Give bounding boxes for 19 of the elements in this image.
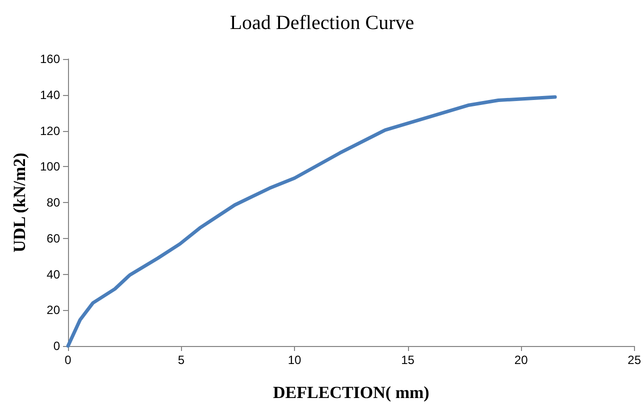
y-tick-label: 40 [46,267,60,282]
x-tick-label: 20 [514,353,528,367]
y-axis-title: UDL (kN/m2) [10,152,29,252]
y-tick-label: 140 [40,88,60,102]
chart-title: Load Deflection Curve [230,12,414,34]
x-tick-label: 5 [178,353,185,367]
y-tick-label: 80 [46,196,60,210]
x-tick-label: 10 [288,353,302,367]
line-series [66,95,557,348]
y-tick-label: 100 [40,160,60,174]
x-tick-label: 0 [64,353,72,367]
y-tick-label: 60 [46,231,60,246]
x-axis-title: DEFLECTION( mm) [273,383,430,402]
y-tick-label: 120 [40,124,60,138]
x-tick-label: 15 [401,353,415,367]
x-tick-label: 25 [628,353,642,367]
y-tick-label: 160 [40,52,60,66]
y-tick-label: 0 [53,339,60,353]
y-tick-label: 20 [46,303,60,318]
